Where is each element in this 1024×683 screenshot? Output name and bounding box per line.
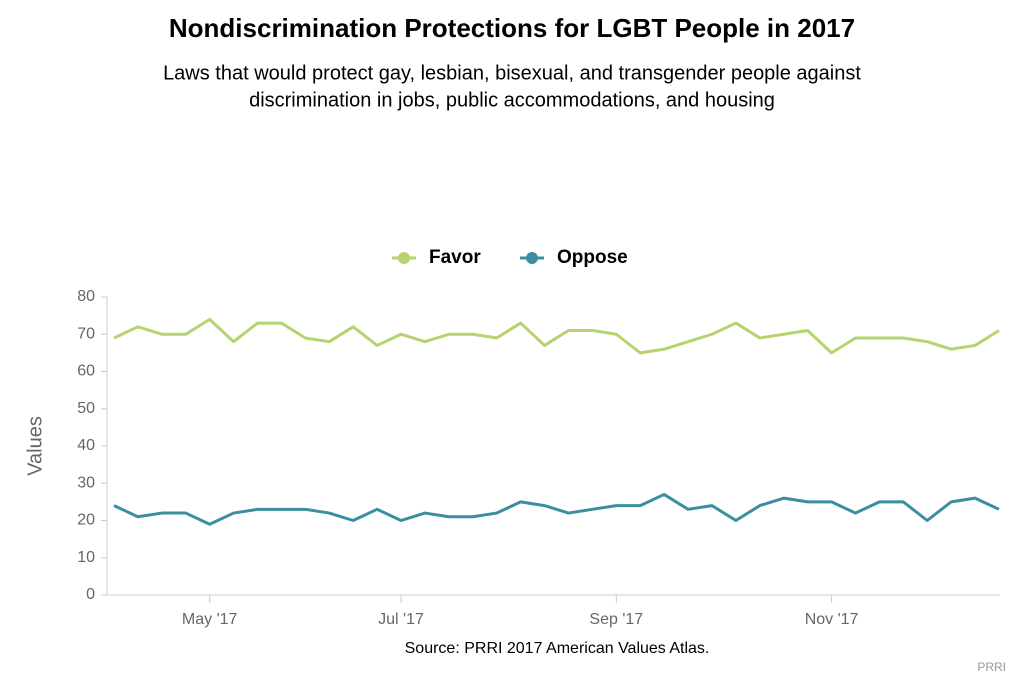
line-series <box>113 317 1000 355</box>
y-tick-label: 0 <box>86 586 95 603</box>
source: Source: PRRI 2017 American Values Atlas. <box>405 640 710 657</box>
credit: PRRI <box>977 660 1006 674</box>
line-series <box>113 492 1000 526</box>
y-tick-label: 70 <box>77 325 95 342</box>
x-tick-label: Jul '17 <box>378 611 424 628</box>
legend-marker <box>398 252 410 264</box>
legend-label: Oppose <box>557 247 628 268</box>
y-tick-label: 50 <box>77 400 95 417</box>
legend-marker <box>526 252 538 264</box>
y-tick-label: 10 <box>77 549 95 566</box>
x-tick-label: May '17 <box>182 611 238 628</box>
chart-title: Nondiscrimination Protections for LGBT P… <box>169 13 855 43</box>
x-tick-label: Nov '17 <box>805 611 859 628</box>
legend-label: Favor <box>429 247 481 268</box>
y-tick-label: 20 <box>77 512 95 529</box>
y-tick-label: 60 <box>77 363 95 380</box>
y-tick-label: 30 <box>77 474 95 491</box>
chart-subtitle: discrimination in jobs, public accommoda… <box>249 89 775 111</box>
chart-subtitle: Laws that would protect gay, lesbian, bi… <box>163 62 861 84</box>
y-axis-title: Values <box>24 416 46 476</box>
x-tick-label: Sep '17 <box>589 611 643 628</box>
y-tick-label: 80 <box>77 288 95 305</box>
y-tick-label: 40 <box>77 437 95 454</box>
